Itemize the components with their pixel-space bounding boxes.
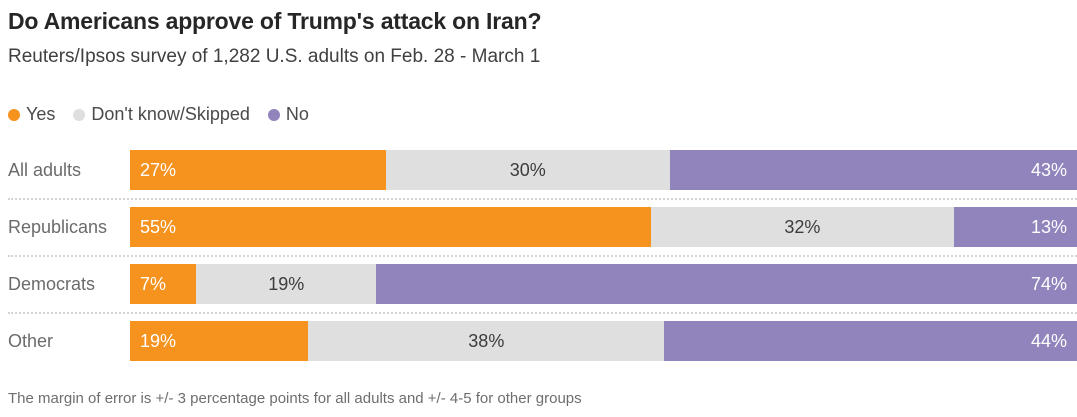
category-label: Other (8, 331, 54, 351)
segment-value-label: 19% (268, 273, 305, 294)
segment-value-label: 19% (140, 330, 177, 351)
chart-card: Do Americans approve of Trump's attack o… (8, 8, 1077, 407)
legend-dot-icon-don-t-know-skipped (73, 108, 86, 121)
bar-segment-don-t-know-skipped: 32% (650, 207, 954, 247)
segment-value-label: 27% (140, 159, 177, 180)
category-label: Democrats (8, 274, 96, 294)
legend-item-no: No (267, 104, 309, 125)
chart-subtitle: Reuters/Ipsos survey of 1,282 U.S. adult… (8, 46, 541, 67)
stacked-bar: 55% 32% 13% (130, 207, 1077, 247)
legend-label: Yes (26, 104, 56, 124)
bar-row-group: All adults 27% 30% 43% (8, 150, 1077, 190)
legend-label: Don't know/Skipped (91, 104, 250, 124)
bar-row: Democrats 7% 19% 74% (8, 264, 1077, 304)
legend: Yes Don't know/Skipped No (8, 104, 1077, 125)
segment-value-label: 7% (140, 273, 167, 294)
bar-segment-yes: 27% (130, 150, 386, 190)
bar-row: Other 19% 38% 44% (8, 321, 1077, 361)
stacked-bar: 19% 38% 44% (130, 321, 1077, 361)
legend-item-yes: Yes (8, 104, 55, 125)
legend-dot-icon-yes (8, 108, 20, 121)
bar-segment-don-t-know-skipped: 38% (308, 321, 665, 361)
legend-label: No (285, 104, 309, 124)
bar-segment-don-t-know-skipped: 19% (196, 264, 377, 304)
stacked-bar: 7% 19% 74% (130, 264, 1077, 304)
bar-segment-yes: 7% (130, 264, 197, 304)
bar-segment-no: 43% (669, 150, 1077, 190)
segment-value-label: 30% (509, 159, 546, 180)
row-separator (8, 255, 1077, 257)
segment-value-label: 44% (1030, 330, 1067, 351)
stacked-bar: 27% 30% 43% (130, 150, 1077, 190)
segment-value-label: 38% (468, 330, 505, 351)
bar-segment-no: 13% (953, 207, 1077, 247)
bar-segment-no: 74% (376, 264, 1077, 304)
bar-row-group: Other 19% 38% 44% (8, 321, 1077, 361)
bar-rows: All adults 27% 30% 43% Republicans 55% 32% 1… (8, 150, 1077, 361)
category-label: All adults (8, 160, 82, 180)
bar-row: Republicans 55% 32% 13% (8, 207, 1077, 247)
bar-segment-yes: 19% (130, 321, 309, 361)
segment-value-label: 32% (784, 216, 821, 237)
segment-value-label: 74% (1030, 273, 1067, 294)
row-separator (8, 198, 1077, 200)
chart-title: Do Americans approve of Trump's attack o… (8, 8, 542, 34)
bar-row-group: Republicans 55% 32% 13% (8, 207, 1077, 247)
legend-dot-icon-no (267, 108, 280, 121)
bar-row-group: Democrats 7% 19% 74% (8, 264, 1077, 304)
segment-value-label: 13% (1030, 216, 1067, 237)
segment-value-label: 55% (140, 216, 177, 237)
legend-item-don-t-know-skipped: Don't know/Skipped (73, 104, 250, 125)
bar-row: All adults 27% 30% 43% (8, 150, 1077, 190)
bar-segment-don-t-know-skipped: 30% (385, 150, 670, 190)
bar-segment-yes: 55% (130, 207, 651, 247)
bar-segment-no: 44% (664, 321, 1077, 361)
chart-footnote: The margin of error is +/- 3 percentage … (8, 390, 582, 407)
category-label: Republicans (8, 217, 108, 237)
segment-value-label: 43% (1030, 159, 1067, 180)
row-separator (8, 312, 1077, 314)
